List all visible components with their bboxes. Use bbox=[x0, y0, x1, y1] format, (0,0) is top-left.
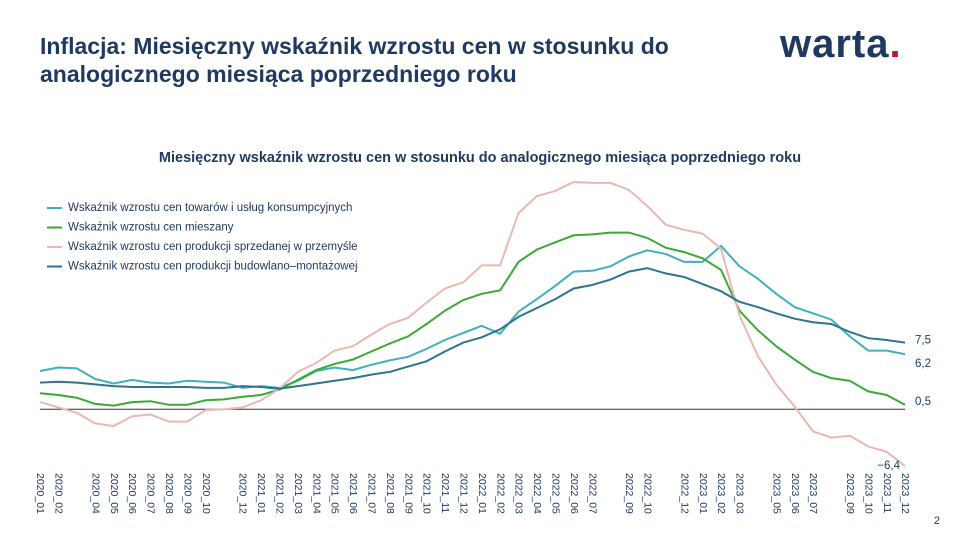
legend-label: Wskaźnik wzrostu cen mieszany bbox=[68, 222, 234, 234]
x-tick-label: 2020_08 bbox=[163, 473, 175, 514]
end-label: −6,4 bbox=[877, 460, 900, 472]
x-tick-label: 2020_07 bbox=[145, 473, 157, 514]
x-tick-label: 2022_09 bbox=[623, 473, 635, 514]
series-line bbox=[39, 267, 906, 390]
legend-label: Wskaźnik wzrostu cen towarów i usług kon… bbox=[68, 202, 352, 214]
x-tick-label: 2023_12 bbox=[899, 473, 911, 514]
x-tick-label: 2021_01 bbox=[255, 473, 267, 514]
series-line bbox=[39, 231, 906, 407]
x-tick-label: 2023_07 bbox=[807, 473, 819, 514]
x-tick-label: 2022_01 bbox=[476, 473, 488, 514]
x-tick-label: 2020_05 bbox=[108, 473, 120, 514]
logo-text: warta bbox=[779, 22, 890, 66]
x-tick-label: 2023_06 bbox=[789, 473, 801, 514]
x-tick-label: 2021_05 bbox=[329, 473, 341, 514]
slide-title: Inflacja: Miesięczny wskaźnik wzrostu ce… bbox=[40, 33, 669, 59]
series-line bbox=[39, 244, 906, 389]
x-tick-label: 2021_08 bbox=[384, 473, 396, 514]
x-tick-label: 2023_03 bbox=[734, 473, 746, 514]
x-tick-label: 2023_01 bbox=[697, 473, 709, 514]
x-tick-label: 2022_03 bbox=[513, 473, 525, 514]
x-tick-label: 2021_06 bbox=[347, 473, 359, 514]
x-tick-label: 2020_06 bbox=[126, 473, 138, 514]
x-tick-label: 2021_11 bbox=[439, 473, 451, 513]
end-label: 6,2 bbox=[915, 358, 931, 370]
x-tick-label: 2021_09 bbox=[402, 473, 414, 514]
x-tick-label: 2023_09 bbox=[844, 473, 856, 514]
x-tick-label: 2020_09 bbox=[181, 473, 193, 514]
x-tick-label: 2020_10 bbox=[200, 473, 212, 514]
series-line bbox=[39, 180, 906, 467]
slide-title: analogicznego miesiąca poprzedniego roku bbox=[40, 61, 517, 87]
end-label: 7,5 bbox=[915, 335, 931, 347]
x-tick-label: 2023_10 bbox=[862, 473, 874, 514]
legend-label: Wskaźnik wzrostu cen produkcji budowlano… bbox=[68, 261, 358, 273]
x-tick-label: 2021_04 bbox=[310, 473, 322, 514]
x-tick-label: 2021_07 bbox=[365, 473, 377, 514]
x-tick-label: 2022_12 bbox=[678, 473, 690, 514]
x-tick-label: 2020_04 bbox=[89, 473, 101, 514]
logo-dot: . bbox=[890, 22, 902, 66]
x-tick-label: 2020_12 bbox=[237, 473, 249, 514]
x-tick-label: 2022_06 bbox=[568, 473, 580, 514]
x-tick-label: 2023_05 bbox=[770, 473, 782, 514]
x-tick-label: 2021_03 bbox=[292, 473, 304, 514]
page-number: 2 bbox=[934, 515, 940, 527]
x-tick-label: 2021_10 bbox=[421, 473, 433, 514]
x-tick-label: 2021_12 bbox=[458, 473, 470, 514]
end-label: 0,5 bbox=[915, 396, 931, 408]
x-tick-label: 2020_01 bbox=[34, 473, 46, 514]
x-tick-label: 2022_05 bbox=[550, 473, 562, 514]
x-tick-label: 2022_04 bbox=[531, 473, 543, 514]
x-tick-label: 2022_10 bbox=[642, 473, 654, 514]
logo: warta. bbox=[779, 22, 902, 66]
x-tick-label: 2021_02 bbox=[273, 473, 285, 514]
x-tick-label: 2020_02 bbox=[53, 473, 65, 514]
x-tick-label: 2022_02 bbox=[494, 473, 506, 514]
legend-label: Wskaźnik wzrostu cen produkcji sprzedane… bbox=[68, 241, 358, 253]
x-tick-label: 2022_07 bbox=[586, 473, 598, 514]
x-tick-label: 2023_02 bbox=[715, 473, 727, 514]
chart-title: Miesięczny wskaźnik wzrostu cen w stosun… bbox=[159, 150, 801, 166]
x-tick-label: 2023_11 bbox=[881, 473, 893, 513]
